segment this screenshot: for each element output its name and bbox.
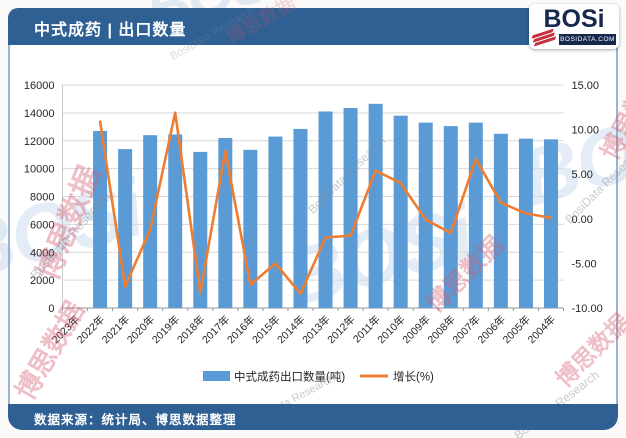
bar-2004年 [543, 139, 558, 308]
card-footer: 数据来源：统计局、博思数据整理 [8, 404, 618, 430]
bar-2014年 [293, 128, 308, 308]
bar-2009年 [418, 122, 433, 308]
left-axis-tick-label: 14000 [24, 108, 55, 120]
growth-line [98, 111, 553, 296]
logo-text: BOSi [543, 5, 605, 33]
left-axis-tick-label: 12000 [24, 136, 55, 148]
bar-2006年 [493, 133, 508, 308]
left-axis-tick-label: 8000 [30, 192, 54, 204]
bar-2015年 [268, 136, 283, 308]
right-axis-tick-label: 10.00 [572, 125, 600, 137]
legend-label-line: 增长(%) [393, 370, 434, 384]
bar-2005年 [518, 138, 533, 308]
right-axis-tick-label: -5.00 [572, 258, 597, 270]
bar-2008年 [443, 126, 458, 308]
bar-2012年 [343, 107, 358, 308]
left-axis-tick-label: 10000 [24, 164, 55, 176]
legend-swatch-bar [203, 371, 230, 381]
right-axis-tick-label: 0.00 [572, 214, 593, 226]
x-axis-label: 2004年 [525, 313, 558, 346]
bosi-logo: BOSi BOSIDATA.COM [529, 4, 619, 49]
bar-2011年 [368, 103, 383, 308]
card-header: 中式成药 | 出口数量 [8, 8, 618, 45]
left-axis-tick-label: 0 [48, 303, 54, 315]
page-title: 中式成药 | 出口数量 [34, 22, 187, 39]
left-axis-tick-label: 16000 [24, 80, 55, 92]
left-axis-tick-label: 6000 [30, 219, 54, 231]
bar-2007年 [468, 122, 483, 308]
bar-2010年 [393, 115, 408, 308]
x-axis-label: 2012年 [325, 313, 358, 346]
bar-2022年 [93, 130, 108, 308]
right-axis-tick-label: -10.00 [572, 303, 603, 315]
logo-domain: BOSIDATA.COM [559, 34, 616, 45]
data-source: 数据来源：统计局、博思数据整理 [34, 413, 237, 427]
left-axis-tick-label: 4000 [30, 247, 54, 259]
bar-2013年 [318, 111, 333, 308]
left-axis-tick-label: 2000 [30, 275, 54, 287]
bar-2019年 [168, 134, 183, 308]
right-axis-tick-label: 15.00 [572, 80, 600, 92]
legend-label-bar: 中式成药出口数量(吨) [234, 370, 345, 384]
bar-2020年 [143, 135, 158, 308]
bar-2017年 [218, 137, 233, 308]
right-axis-tick-label: 5.00 [572, 169, 593, 181]
